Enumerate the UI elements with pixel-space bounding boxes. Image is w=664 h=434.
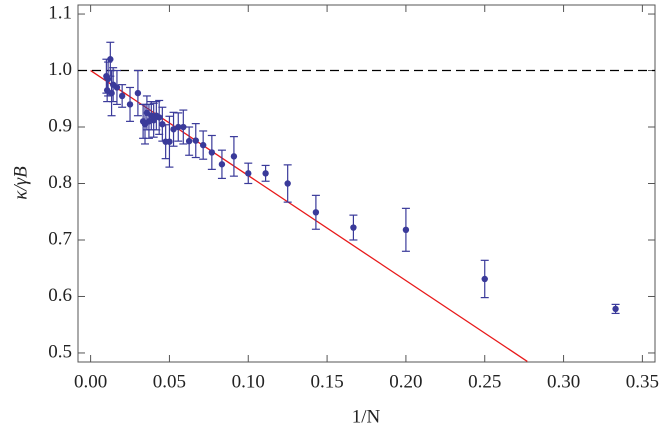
x-tick-label: 0.10 (232, 371, 265, 392)
y-tick-label: 1.1 (48, 2, 72, 23)
x-tick-label: 0.15 (310, 371, 343, 392)
data-point (612, 305, 619, 313)
fit-line (90, 69, 528, 362)
data-point (118, 92, 126, 100)
data-point (192, 137, 199, 144)
data-point (245, 170, 252, 177)
data-point (262, 170, 269, 177)
y-tick-label: 0.6 (48, 285, 72, 306)
plot-frame (77, 4, 656, 363)
y-tick-label: 1.0 (48, 59, 72, 80)
data-point (185, 137, 193, 145)
data-point (230, 153, 238, 160)
x-tick-label: 0.00 (74, 371, 107, 392)
data-point (103, 87, 111, 94)
x-axis-label: 1/N (352, 406, 381, 427)
y-tick-label: 0.5 (48, 341, 72, 362)
data-point (284, 180, 291, 187)
y-axis-label: κ/γB (10, 166, 31, 200)
y-tick-label: 0.9 (48, 115, 72, 136)
data-point (134, 89, 142, 97)
data-point (350, 224, 357, 231)
data-point (109, 81, 117, 88)
data-point (139, 118, 147, 125)
y-tick-label: 0.8 (48, 172, 72, 193)
data-point (180, 123, 187, 131)
x-tick-label: 0.30 (547, 371, 580, 392)
data-point (199, 141, 207, 149)
x-tick-label: 0.25 (468, 371, 501, 392)
y-tick-label: 0.7 (48, 228, 72, 249)
x-tick-label: 0.05 (153, 371, 186, 392)
data-point (170, 126, 177, 133)
data-point (208, 149, 216, 156)
data-point (402, 226, 410, 234)
data-point (312, 209, 320, 216)
data-point (159, 120, 166, 128)
data-point (126, 101, 134, 108)
x-tick-label: 0.35 (626, 371, 659, 392)
data-point (103, 72, 110, 80)
x-tick-label: 0.20 (389, 371, 422, 392)
data-point (218, 161, 226, 168)
data-point (481, 275, 488, 283)
